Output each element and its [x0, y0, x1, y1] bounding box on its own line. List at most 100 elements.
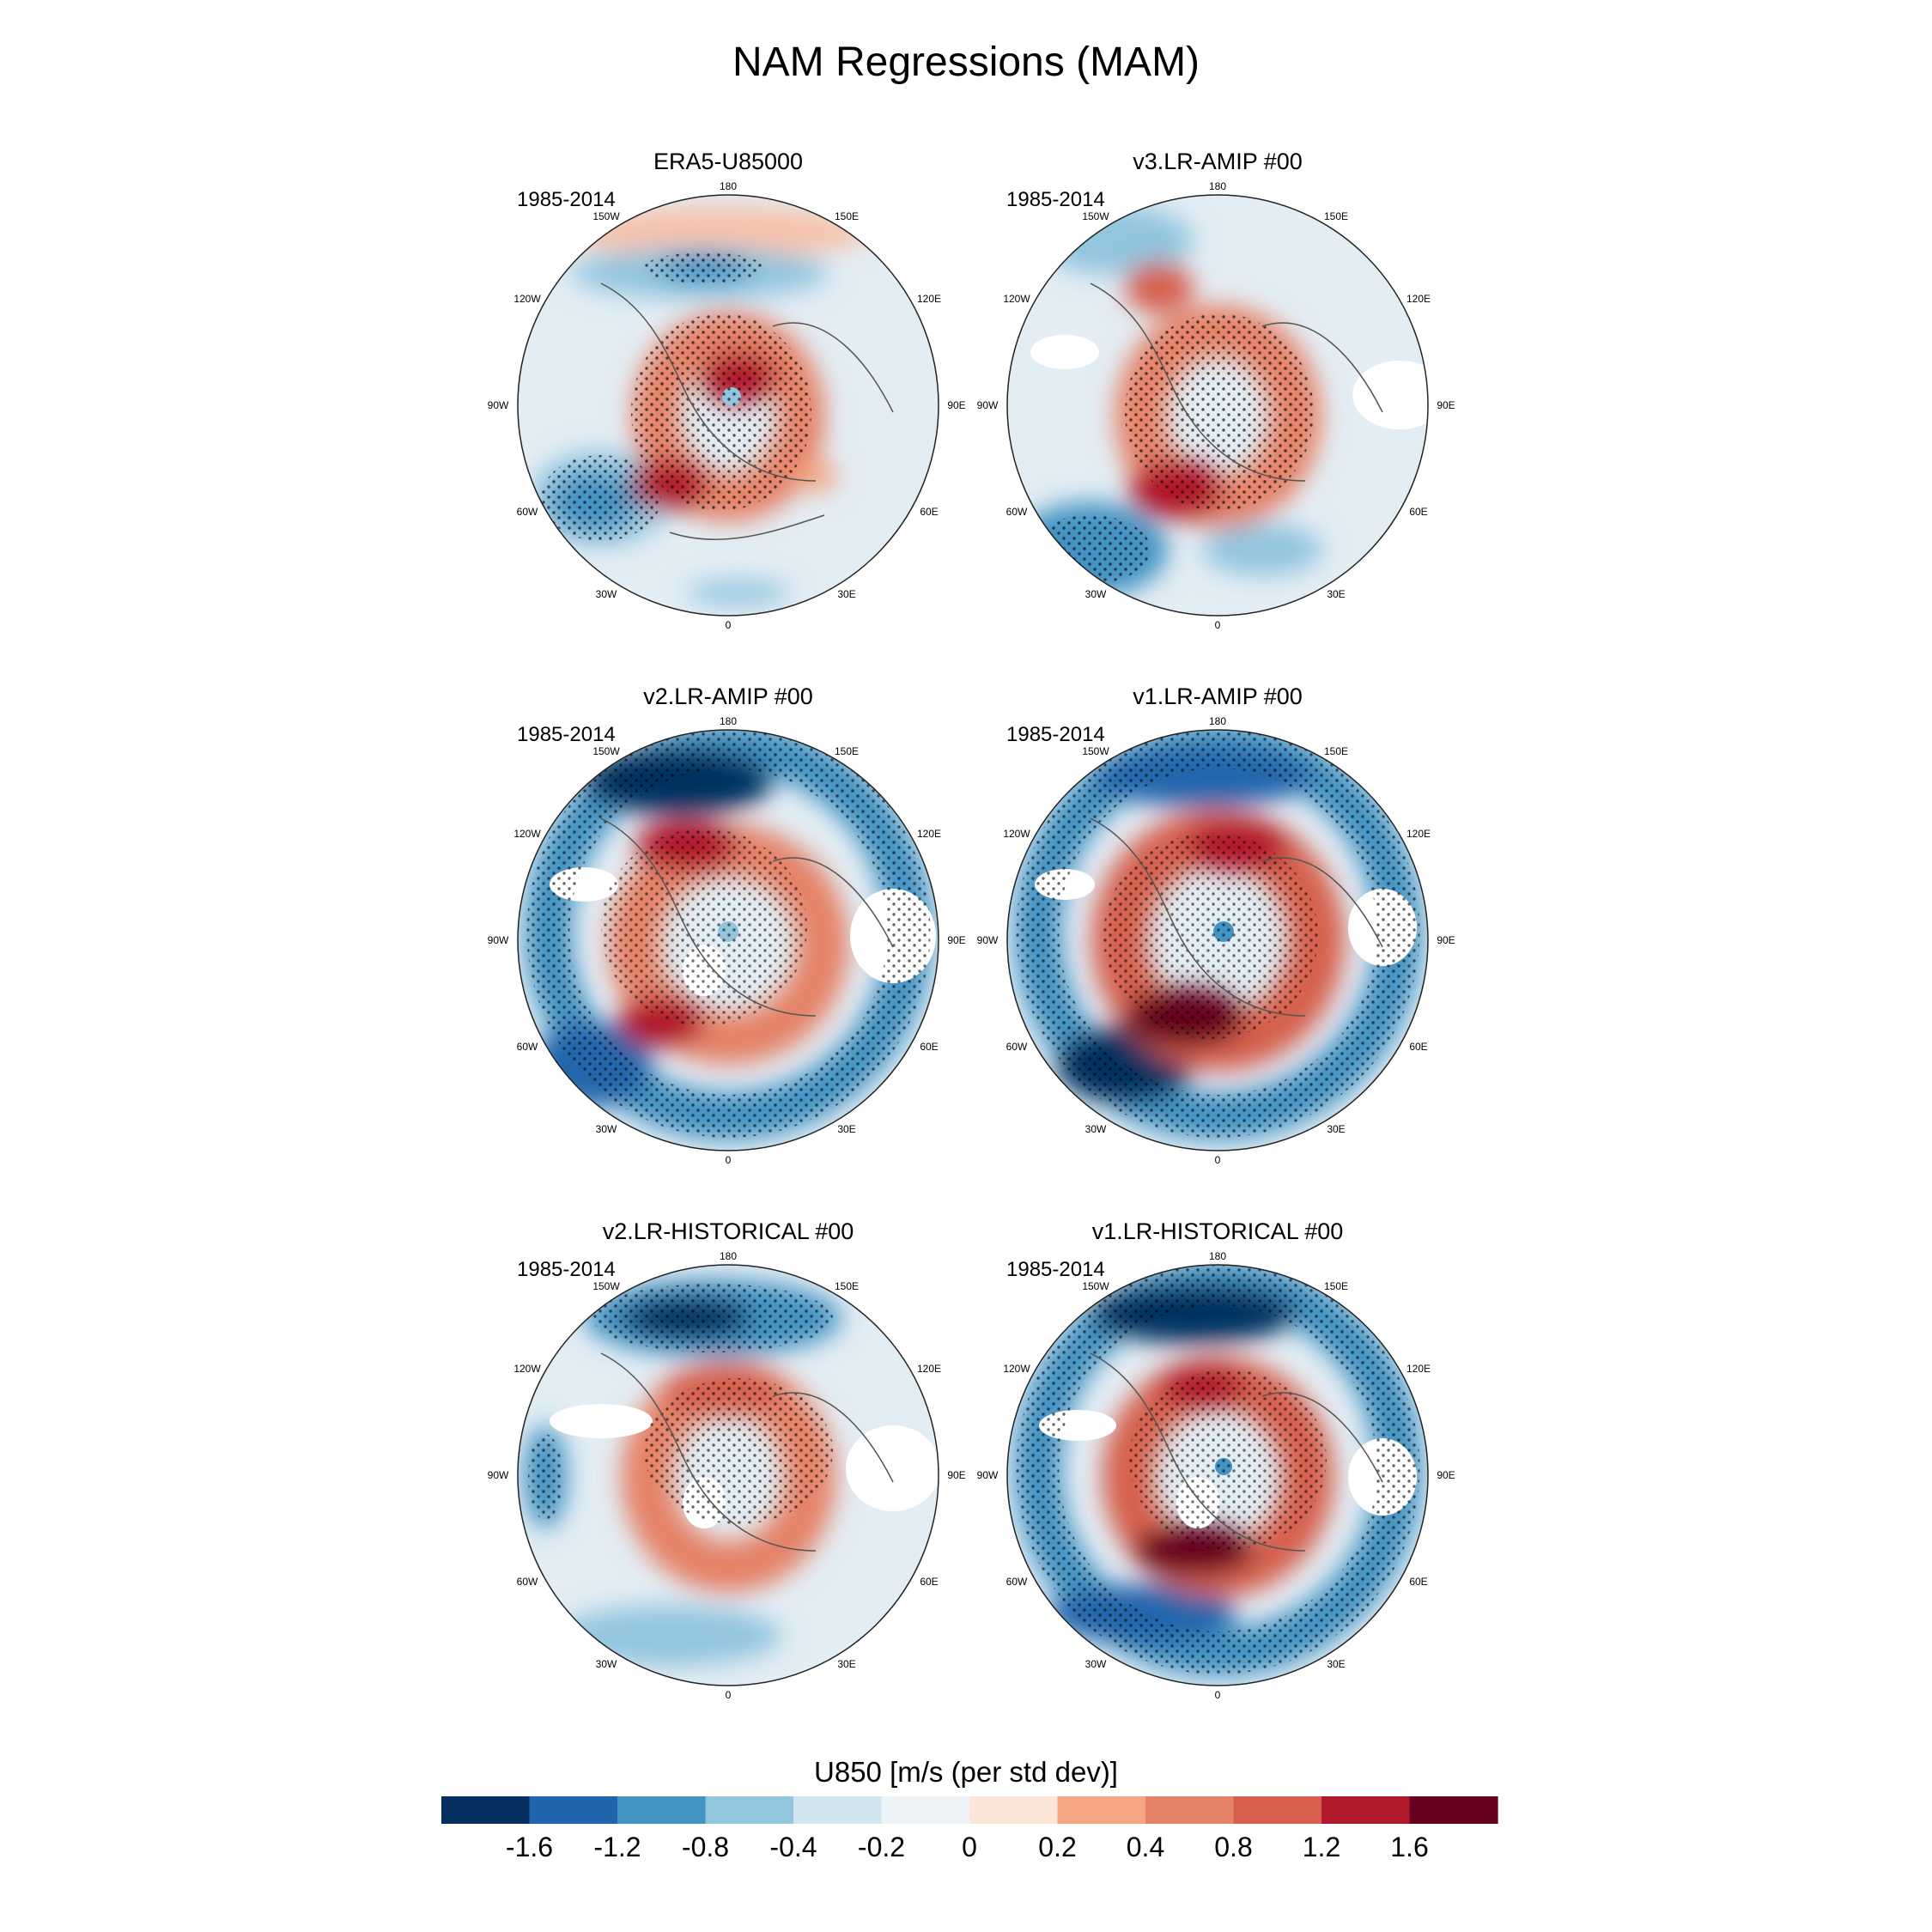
stipple-region: [1016, 730, 1420, 1138]
lon-label: 60E: [1409, 1041, 1427, 1053]
lon-label: 90E: [1437, 399, 1455, 411]
lon-label: 120W: [1003, 1363, 1030, 1375]
panel-period: 1985-2014: [1006, 1258, 1105, 1281]
colorbar-tick-label: 0.4: [1127, 1832, 1164, 1862]
colorbar-tick-label: 0: [962, 1832, 977, 1862]
stipple-region: [1125, 313, 1314, 511]
stipple-region: [528, 1434, 562, 1520]
map-boundary: [1006, 194, 1429, 617]
lon-label: 150W: [1082, 1280, 1109, 1292]
missing-region: [550, 1404, 653, 1438]
coastline: [600, 817, 894, 1017]
map-panel: ERA5-U85000 1985-2014 18: [488, 149, 966, 631]
lon-label: 0: [726, 619, 732, 631]
anomaly-negative: [687, 580, 790, 605]
stipple-region: [601, 829, 807, 1026]
colorbar-ticks: -1.6 -1.2 -0.8 -0.4 -0.2 0 0.2 0.4 0.8 1.2 1.6: [506, 1832, 1429, 1862]
lon-label: 180: [1209, 1250, 1226, 1262]
longitude-labels: 180 150E 120E 90E 60E 30E 0 30W 60W 90W …: [488, 1250, 966, 1701]
lon-label: 120E: [917, 828, 941, 840]
anomaly-negative: [558, 1606, 781, 1666]
longitude-labels: 180 150E 120E 90E 60E 30E 0 30W 60W 90W …: [977, 715, 1455, 1166]
lon-label: 180: [1209, 180, 1226, 192]
lon-label: 60W: [1006, 1041, 1028, 1053]
lon-label: 90W: [488, 934, 509, 946]
lon-label: 30W: [596, 1123, 617, 1135]
panel-title: v2.LR-HISTORICAL #00: [603, 1218, 854, 1244]
lon-label: 60W: [1006, 1576, 1028, 1588]
lon-label: 90E: [947, 934, 965, 946]
panel-period: 1985-2014: [517, 1258, 616, 1281]
lon-label: 60W: [1006, 506, 1028, 518]
panel-title: v1.LR-HISTORICAL #00: [1092, 1218, 1344, 1244]
anomaly-positive: [1125, 262, 1194, 313]
lon-label: 180: [720, 715, 737, 727]
map-panel: v1.LR-HISTORICAL #00 1985-2014 180 150E: [977, 1218, 1455, 1701]
lon-label: 30W: [1085, 588, 1107, 600]
lon-label: 120E: [1406, 1363, 1431, 1375]
colorbar-swatch: [1409, 1796, 1498, 1824]
lon-label: 0: [1215, 1154, 1221, 1166]
longitude-labels: 180 150E 120E 90E 60E 30E 0 30W 60W 90W …: [977, 180, 1455, 631]
lon-label: 30W: [596, 588, 617, 600]
lon-label: 30E: [1327, 588, 1345, 600]
lon-label: 120E: [1406, 828, 1431, 840]
colorbar-swatch: [881, 1796, 970, 1824]
coastline: [1090, 283, 1383, 482]
lon-label: 150W: [592, 1280, 620, 1292]
panel-period: 1985-2014: [517, 723, 616, 746]
lon-label: 120E: [1406, 293, 1431, 305]
lon-label: 150W: [592, 210, 620, 222]
colorbar-tick-label: -1.2: [593, 1832, 641, 1862]
lon-label: 180: [1209, 715, 1226, 727]
missing-region: [1352, 361, 1428, 429]
lon-label: 120W: [513, 1363, 541, 1375]
lon-label: 30E: [1327, 1658, 1345, 1670]
panel-period: 1985-2014: [517, 188, 616, 211]
colorbar: U850 [m/s (per std dev)] -1.6 -1.2 -0.8 -0.…: [441, 1756, 1498, 1862]
lon-label: 120W: [1003, 293, 1030, 305]
panel-title: v2.LR-AMIP #00: [643, 683, 813, 709]
lon-label: 30E: [837, 1123, 855, 1135]
colorbar-swatch: [529, 1796, 618, 1824]
lon-label: 30W: [1085, 1658, 1107, 1670]
lon-label: 60E: [1409, 1576, 1427, 1588]
map-boundary: [517, 1264, 939, 1686]
lon-label: 120E: [917, 1363, 941, 1375]
lon-label: 90W: [488, 399, 509, 411]
lon-label: 60E: [1409, 506, 1427, 518]
lon-label: 90E: [947, 1469, 965, 1481]
colorbar-tick-label: -0.4: [769, 1832, 817, 1862]
colorbar-tick-label: 0.2: [1038, 1832, 1076, 1862]
coastline: [600, 283, 894, 541]
map-boundary: [1006, 1264, 1429, 1686]
stipple-region: [644, 1378, 833, 1524]
colorbar-tick-label: -1.6: [506, 1832, 553, 1862]
colorbar-tick-label: 1.6: [1390, 1832, 1428, 1862]
lon-label: 30E: [837, 1658, 855, 1670]
longitude-labels: 180 150E 120E 90E 60E 30E 0 30W 60W 90W …: [488, 715, 966, 1166]
missing-region: [846, 1425, 939, 1511]
lon-label: 0: [1215, 619, 1221, 631]
lon-label: 150W: [1082, 745, 1109, 757]
lon-label: 60E: [920, 1576, 938, 1588]
panel-title: v3.LR-AMIP #00: [1133, 149, 1303, 174]
lon-label: 60W: [517, 1041, 538, 1053]
colorbar-swatches: [441, 1796, 1498, 1824]
panel-period: 1985-2014: [1006, 188, 1105, 211]
anomaly-positive: [565, 206, 874, 258]
map-panel: v2.LR-HISTORICAL #00 1985-2014 180 150E: [488, 1218, 966, 1701]
map-panel: v2.LR-AMIP #00 1985-2014 180 150E: [488, 683, 966, 1166]
stipple-region: [526, 730, 931, 1138]
lon-label: 60W: [517, 506, 538, 518]
lon-label: 90W: [977, 399, 999, 411]
lon-label: 30E: [1327, 1123, 1345, 1135]
lon-label: 150E: [835, 210, 859, 222]
map-boundary: [517, 729, 939, 1151]
colorbar-tick-label: -0.8: [682, 1832, 729, 1862]
panel-title: v1.LR-AMIP #00: [1133, 683, 1303, 709]
figure-title: NAM Regressions (MAM): [732, 39, 1200, 85]
stipple-region: [541, 455, 661, 541]
lon-label: 90W: [977, 934, 999, 946]
